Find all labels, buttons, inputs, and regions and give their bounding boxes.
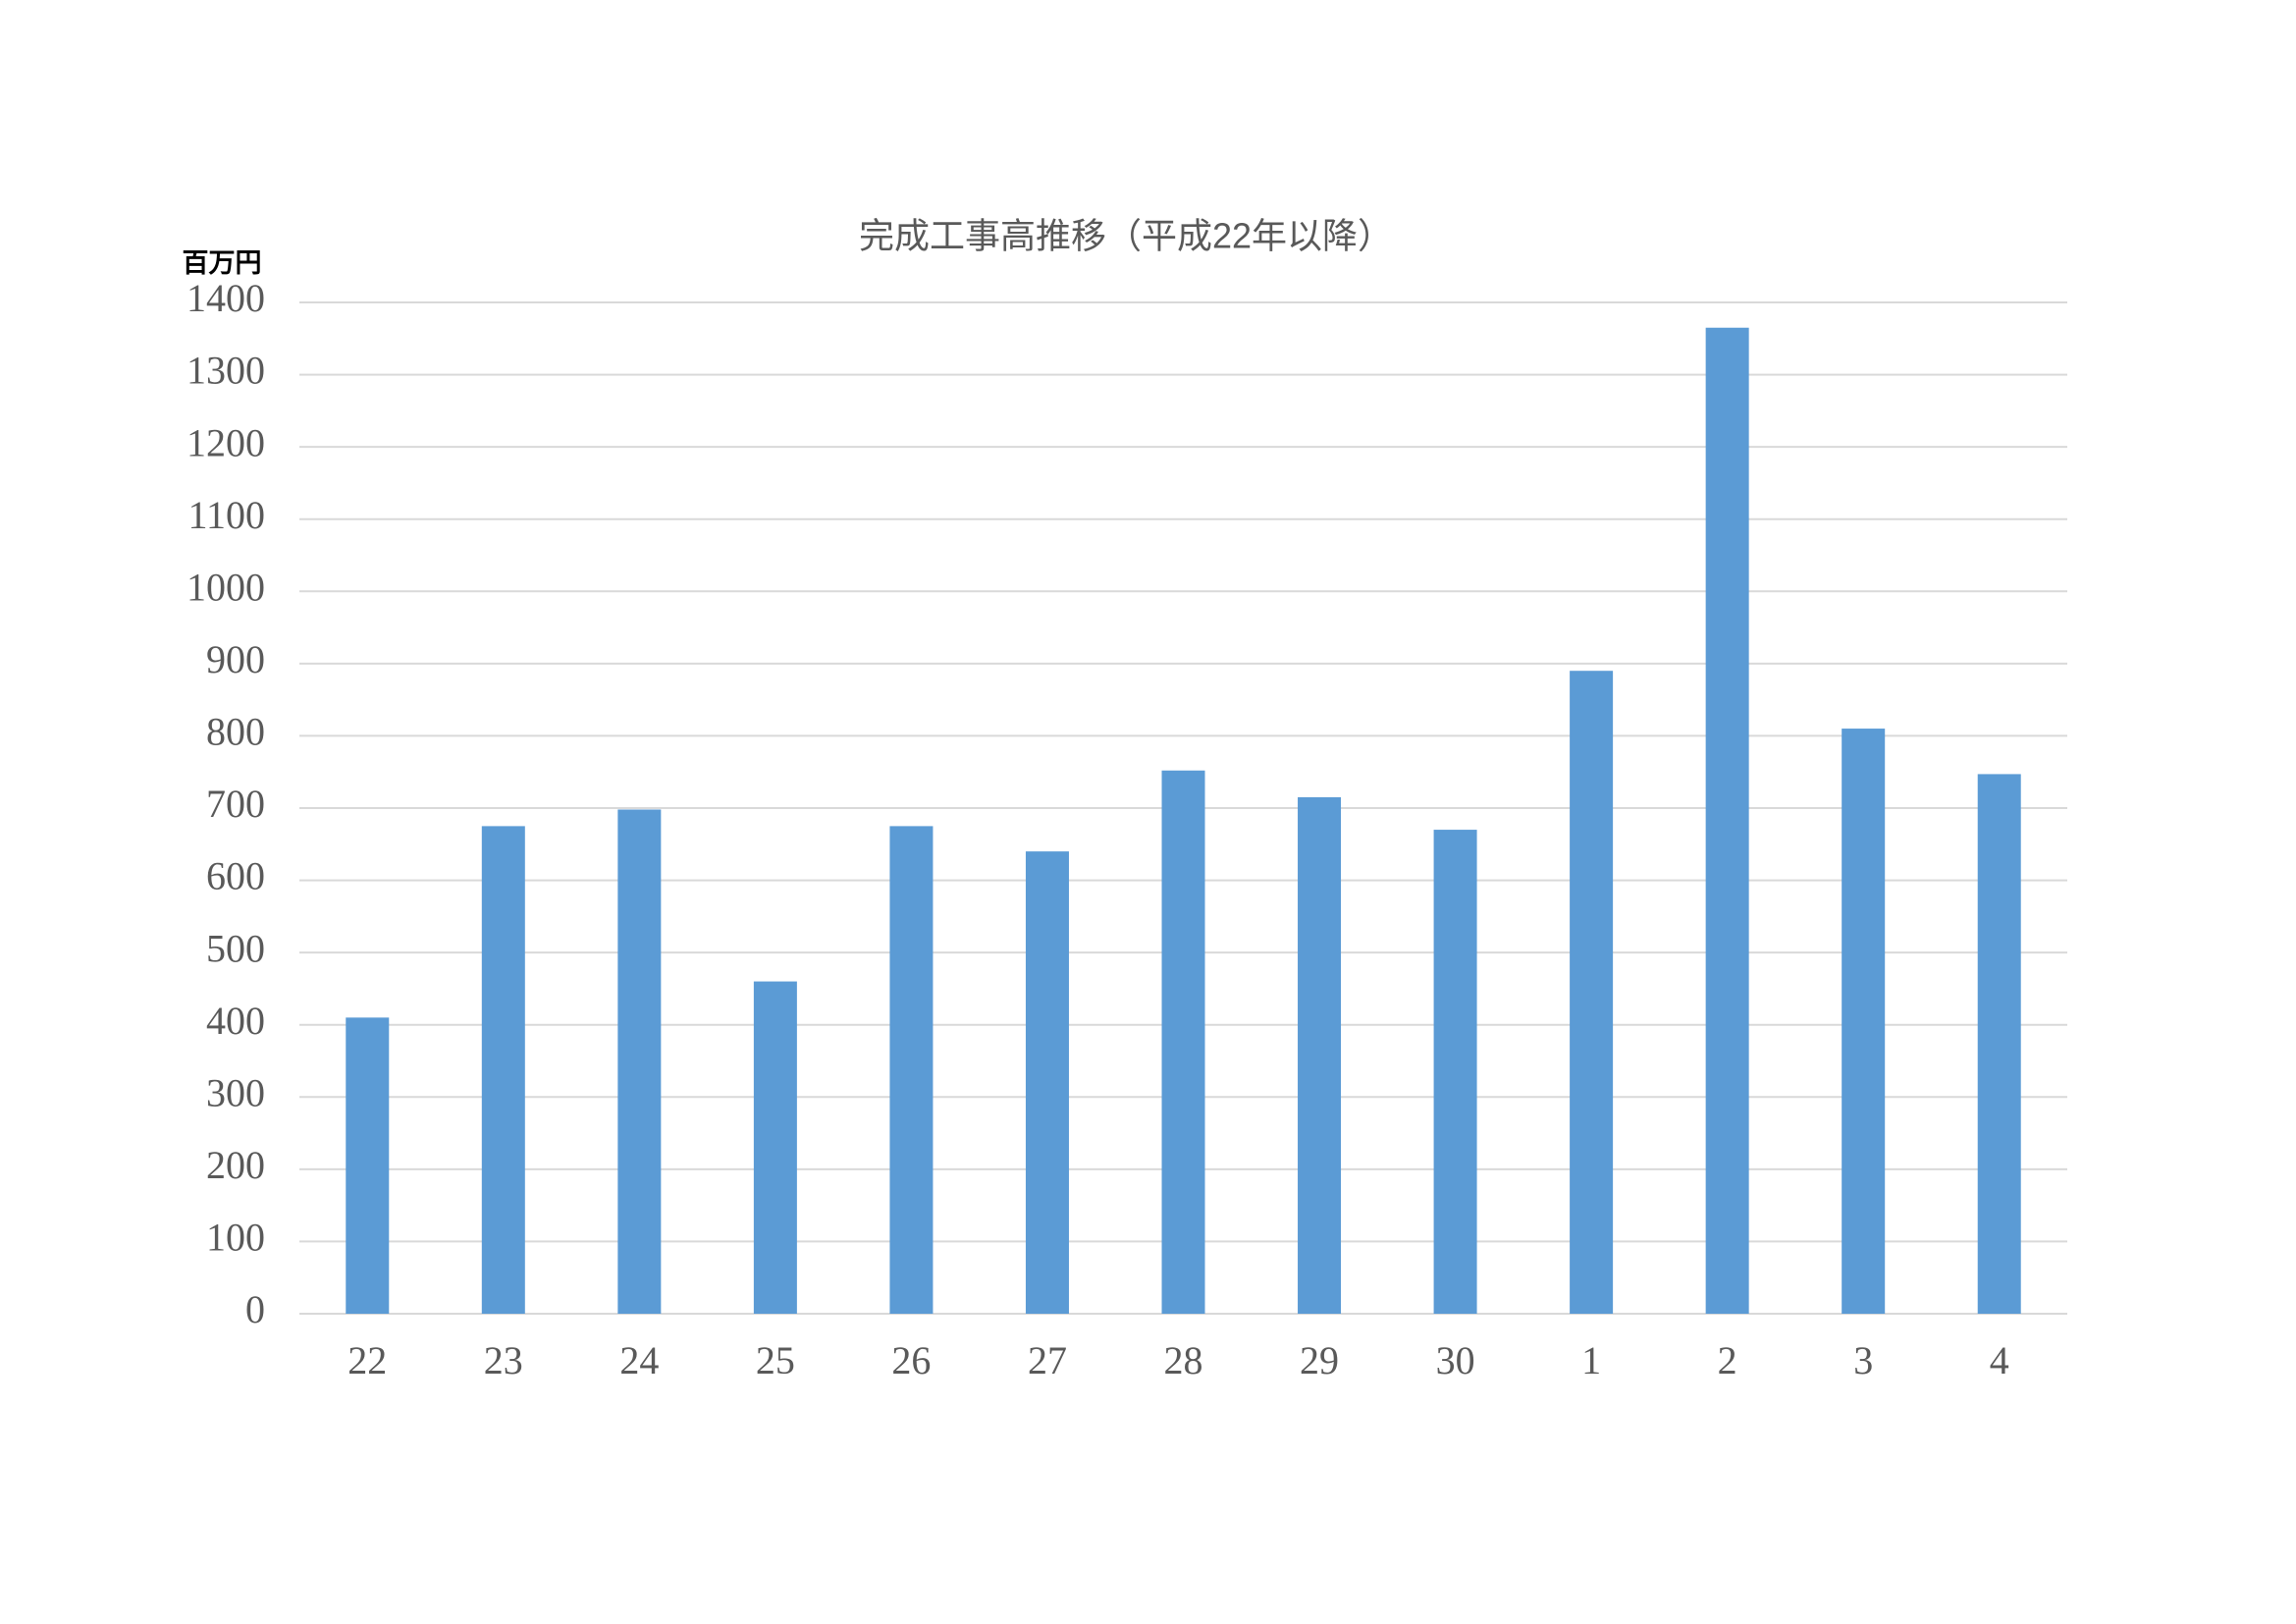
y-tick-label: 100: [206, 1216, 265, 1260]
chart-title: 完成工事高推移（平成22年以降）: [859, 216, 1393, 256]
bar: [889, 826, 934, 1314]
bar: [753, 981, 797, 1314]
x-tick-label: 25: [756, 1338, 795, 1382]
y-tick-label: 1400: [187, 276, 265, 320]
bar: [1161, 770, 1205, 1314]
y-tick-label: 200: [206, 1143, 265, 1187]
x-tick-label: 27: [1028, 1338, 1067, 1382]
y-tick-label: 300: [206, 1070, 265, 1114]
y-axis-unit: 百万円: [183, 248, 262, 278]
y-tick-label: 500: [206, 926, 265, 970]
y-tick-label: 1200: [187, 420, 265, 464]
x-tick-label: 2: [1718, 1338, 1737, 1382]
y-tick-label: 1100: [187, 493, 265, 537]
y-tick-label: 800: [206, 710, 265, 754]
x-tick-label: 30: [1436, 1338, 1475, 1382]
bar: [1298, 796, 1342, 1314]
bar: [481, 826, 525, 1314]
y-tick-label: 400: [206, 999, 265, 1043]
x-tick-label: 1: [1581, 1338, 1601, 1382]
x-tick-label: 4: [1990, 1338, 2009, 1382]
bar: [1433, 830, 1477, 1314]
x-tick-label: 22: [347, 1338, 387, 1382]
x-tick-label: 3: [1853, 1338, 1873, 1382]
y-tick-label: 900: [206, 637, 265, 681]
bar: [1705, 327, 1749, 1314]
y-tick-label: 600: [206, 854, 265, 898]
bar: [617, 809, 662, 1314]
bar: [1842, 729, 1886, 1314]
y-tick-label: 700: [206, 782, 265, 826]
x-tick-label: 23: [484, 1338, 523, 1382]
x-tick-label: 29: [1300, 1338, 1339, 1382]
bar: [1570, 671, 1614, 1314]
y-tick-label: 0: [245, 1287, 265, 1331]
bar: [1977, 774, 2021, 1314]
x-tick-label: 28: [1164, 1338, 1203, 1382]
y-tick-label: 1300: [187, 349, 265, 393]
x-tick-label: 26: [891, 1338, 931, 1382]
bar: [1025, 851, 1069, 1314]
x-tick-label: 24: [619, 1338, 659, 1382]
y-tick-label: 1000: [187, 565, 265, 609]
bar: [346, 1017, 390, 1314]
